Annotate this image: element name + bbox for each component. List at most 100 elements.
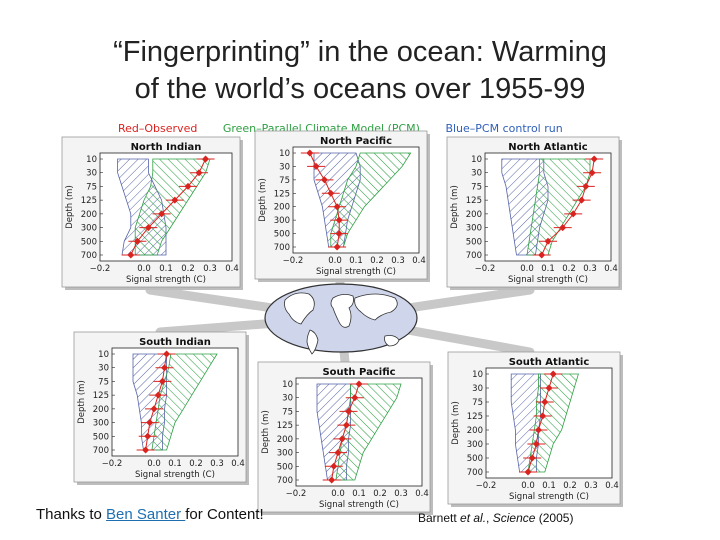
y-tick-label: 125	[93, 391, 109, 401]
x-tick-label: 0.2	[373, 489, 387, 499]
x-tick-label: 0.2	[563, 481, 577, 491]
title-line-2: of the world’s oceans over 1955-99	[134, 73, 586, 105]
observed-point	[541, 398, 549, 406]
x-tick-label: −0.2	[283, 256, 304, 266]
y-tick-label: 700	[467, 468, 483, 478]
y-tick-label: 75	[471, 182, 482, 192]
x-tick-label: 0.0	[328, 256, 342, 266]
x-tick-label: 0.1	[159, 264, 173, 274]
observed-point	[306, 149, 314, 157]
x-tick-label: −0.2	[476, 481, 497, 491]
y-tick-label: 30	[471, 169, 482, 179]
observed-point	[333, 243, 341, 251]
observed-point	[545, 384, 553, 392]
y-tick-label: 10	[86, 155, 97, 165]
panel-title: North Indian	[131, 142, 202, 153]
x-tick-label: 0.2	[370, 256, 384, 266]
observed-point	[582, 182, 590, 190]
x-axis-label: Signal strength (C)	[126, 275, 206, 285]
y-tick-label: 10	[471, 155, 482, 165]
y-tick-label: 500	[93, 432, 109, 442]
observed-point	[335, 230, 343, 238]
observed-point	[133, 237, 141, 245]
y-tick-label: 300	[467, 440, 483, 450]
panel-north-atlantic: 10 30 75 125 200 300 500 700 −0.2 0.0 0.1 0.2 0.3 0.4…	[446, 136, 622, 290]
observed-point	[590, 155, 598, 163]
observed-point	[544, 237, 552, 245]
map-land-3	[354, 293, 398, 321]
panel-south-atlantic: 10 30 75 125 200 300 500 700 −0.2 0.0 0.1 0.2 0.3 0.4…	[447, 351, 623, 507]
observed-point	[538, 251, 546, 259]
y-tick-label: 125	[277, 421, 293, 431]
x-tick-label: 0.3	[210, 459, 224, 469]
y-axis-label: Depth (m)	[261, 410, 271, 454]
y-tick-label: 75	[472, 398, 483, 408]
y-tick-label: 300	[93, 419, 109, 429]
observed-point	[127, 251, 135, 259]
y-tick-label: 125	[466, 196, 482, 206]
y-tick-label: 125	[81, 196, 97, 206]
observed-point	[338, 435, 346, 443]
observed-point	[144, 432, 152, 440]
observed-point	[342, 421, 350, 429]
x-tick-label: 0.1	[349, 256, 363, 266]
observed-point	[328, 476, 336, 484]
x-tick-label: 0.0	[137, 264, 151, 274]
y-tick-label: 300	[274, 216, 290, 226]
x-tick-label: 0.4	[605, 481, 619, 491]
x-axis-label: Signal strength (C)	[135, 470, 215, 480]
observed-line	[130, 158, 207, 256]
y-axis-label: Depth (m)	[450, 185, 460, 229]
slide-title: “Fingerprinting” in the ocean: Warming o…	[0, 34, 720, 108]
x-tick-label: 0.1	[352, 489, 366, 499]
x-tick-label: 0.3	[203, 264, 217, 274]
y-tick-label: 200	[467, 426, 483, 436]
panel-north-indian: 10 30 75 125 200 300 500 700 −0.2 0.0 0.1 0.2 0.3 0.4…	[61, 136, 243, 290]
y-tick-label: 700	[274, 243, 290, 253]
observed-point	[535, 426, 542, 434]
x-tick-label: 0.4	[412, 256, 426, 266]
y-tick-label: 500	[81, 237, 97, 247]
y-tick-label: 200	[277, 435, 293, 445]
credit-link[interactable]: Ben Santer	[106, 506, 186, 523]
panel-north-pacific: 10 30 75 125 200 300 500 700 −0.2 0.0 0.1 0.2 0.3 0.4…	[254, 130, 430, 282]
y-tick-label: 30	[279, 162, 290, 172]
x-axis-label: Signal strength (C)	[509, 492, 589, 502]
y-tick-label: 700	[93, 446, 109, 456]
observed-point	[163, 350, 171, 358]
observed-point	[184, 182, 192, 190]
y-tick-label: 200	[81, 210, 97, 220]
y-tick-label: 10	[472, 370, 483, 380]
panel-south-indian: 10 30 75 125 200 300 500 700 −0.2 0.0 0.1 0.2 0.3 0.4…	[73, 331, 249, 485]
y-tick-label: 30	[282, 394, 293, 404]
map-land-0	[284, 292, 315, 325]
x-tick-label: 0.3	[391, 256, 405, 266]
x-tick-label: 0.1	[541, 264, 555, 274]
x-tick-label: 0.3	[394, 489, 408, 499]
y-tick-label: 75	[282, 407, 293, 417]
y-axis-label: Depth (m)	[77, 380, 87, 424]
y-tick-label: 700	[466, 251, 482, 261]
map-land-4	[384, 335, 400, 347]
x-tick-label: 0.3	[584, 481, 598, 491]
y-tick-label: 125	[274, 189, 290, 199]
observed-point	[158, 377, 166, 385]
observed-point	[588, 169, 596, 177]
x-axis-label: Signal strength (C)	[508, 275, 588, 285]
panel-title: North Pacific	[320, 136, 392, 147]
y-tick-label: 300	[466, 224, 482, 234]
y-axis-label: Depth (m)	[258, 178, 268, 222]
legend-control: Blue–PCM control run	[445, 122, 563, 135]
observed-point	[333, 203, 341, 211]
observed-point	[327, 189, 335, 197]
observed-point	[334, 449, 342, 457]
observed-point	[528, 454, 536, 462]
y-tick-label: 10	[279, 149, 290, 159]
observed-point	[158, 210, 166, 218]
observed-point	[202, 155, 210, 163]
observed-point	[330, 462, 338, 470]
y-axis-label: Depth (m)	[451, 401, 461, 445]
y-tick-label: 125	[467, 412, 483, 422]
y-tick-label: 300	[277, 449, 293, 459]
